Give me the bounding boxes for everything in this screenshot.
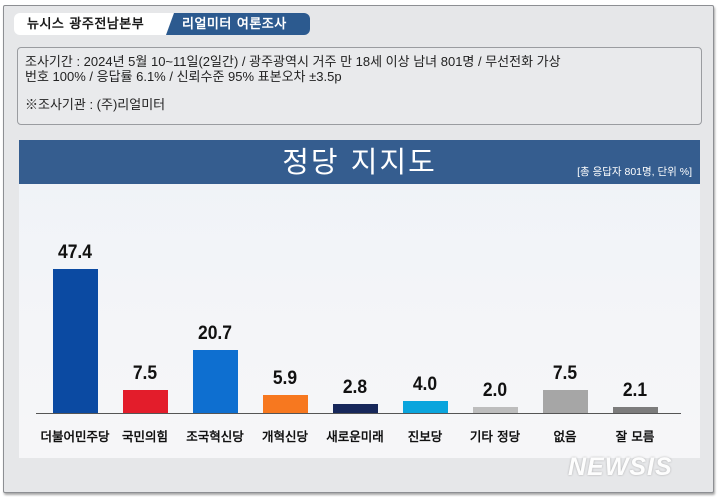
- source-tab-bg: [14, 13, 184, 35]
- x-axis-baseline: [36, 413, 681, 414]
- category-label: 없음: [553, 429, 577, 444]
- survey-period-line2: 번호 100% / 응답률 6.1% / 신뢰수준 95% 표본오차 ±3.5p: [25, 69, 342, 84]
- bar: [193, 350, 238, 413]
- survey-institution: ※조사기관 : (주)리얼미터: [25, 97, 166, 112]
- bar-value-label: 7.5: [132, 363, 158, 384]
- bar: [543, 390, 588, 413]
- category-label: 조국혁신당: [186, 429, 244, 444]
- bar-value-label: 7.5: [552, 363, 578, 384]
- survey-period-line1: 조사기간 : 2024년 5월 10~11일(2일간) / 광주광역시 거주 만…: [25, 54, 561, 69]
- category-label: 더불어민주당: [40, 429, 110, 444]
- category-label: 진보당: [407, 429, 443, 444]
- category-label: 잘 모름: [615, 429, 655, 444]
- chart-panel: 정당 지지도 [총 응답자 801명, 단위 %] 47.4 더불어민주당 7.5 국…: [19, 140, 700, 458]
- bar-value-label: 2.1: [622, 380, 648, 401]
- bar: [613, 407, 658, 413]
- category-label: 개혁신당: [261, 429, 308, 444]
- chart-title: 정당 지지도: [282, 145, 437, 179]
- bar: [403, 401, 448, 413]
- bar-value-label: 2.0: [482, 380, 508, 401]
- poll-tab-bg: [166, 13, 310, 35]
- category-label: 새로운미래: [326, 429, 384, 444]
- chart-subtitle: [총 응답자 801명, 단위 %]: [577, 166, 692, 178]
- poll-label: 리얼미터 여론조사: [182, 17, 287, 32]
- bar: [123, 390, 168, 413]
- bar: [263, 395, 308, 413]
- bar: [53, 269, 98, 413]
- category-label: 국민의힘: [121, 429, 168, 444]
- survey-info-box: 조사기간 : 2024년 5월 10~11일(2일간) / 광주광역시 거주 만…: [17, 47, 702, 125]
- bar-value-label: 20.7: [197, 323, 233, 344]
- bar-value-label: 47.4: [57, 242, 93, 263]
- bar-value-label: 2.8: [342, 377, 368, 398]
- newsis-watermark: NEWSIS: [568, 453, 673, 481]
- source-label: 뉴시스 광주전남본부: [27, 17, 145, 32]
- bar: [473, 407, 518, 413]
- bar-value-label: 4.0: [412, 374, 438, 395]
- bar-value-label: 5.9: [272, 368, 298, 389]
- bar: [333, 404, 378, 413]
- chart-title-bar: [19, 140, 700, 184]
- category-label: 기타 정당: [469, 429, 521, 444]
